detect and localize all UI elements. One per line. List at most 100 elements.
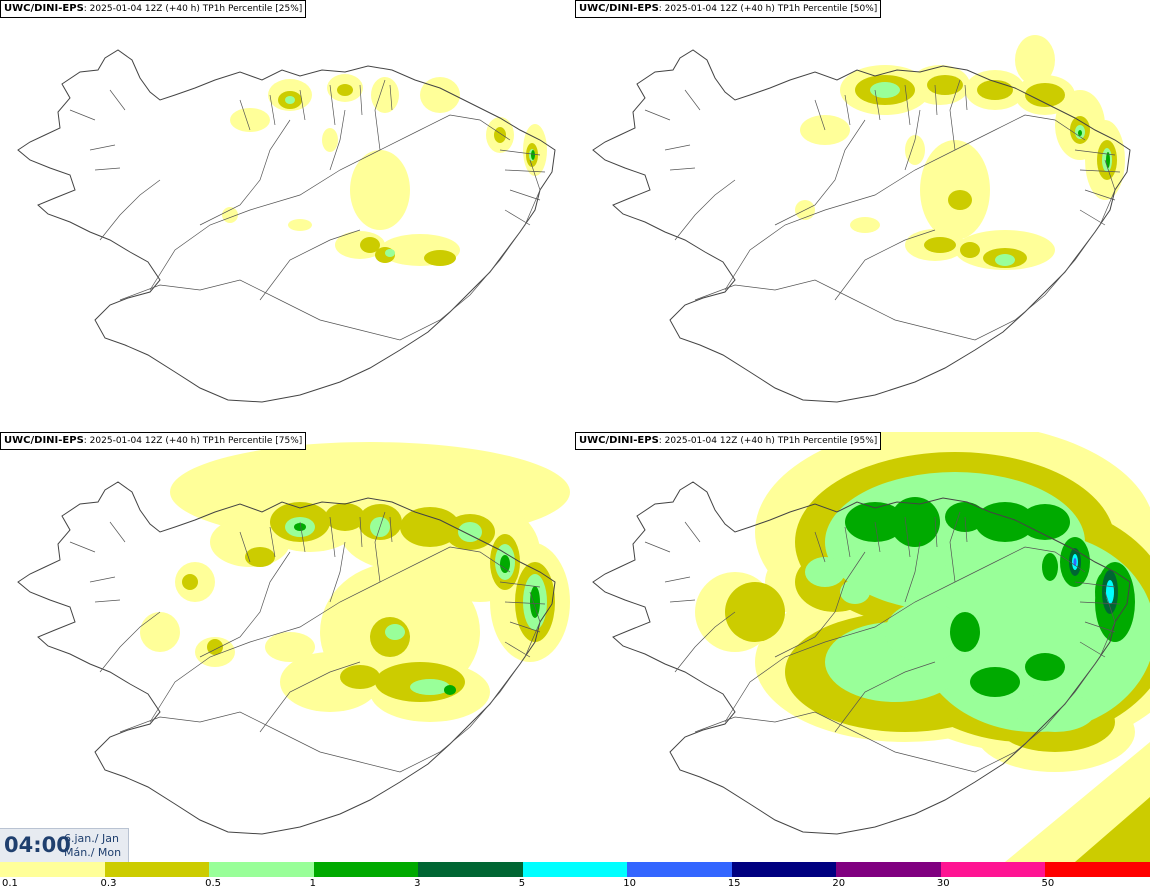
precip-area xyxy=(1106,152,1110,168)
precip-area xyxy=(230,108,270,132)
legend-swatch xyxy=(313,862,420,877)
road-line xyxy=(239,516,393,563)
precip-area xyxy=(222,207,238,223)
legend-swatch xyxy=(0,862,106,877)
panel-title: UWC/DINI-EPS: 2025-01-04 12Z (+40 h) TP1… xyxy=(575,432,882,450)
road-line xyxy=(1074,149,1121,226)
precip-area xyxy=(424,250,456,266)
precip-field xyxy=(222,74,547,266)
valid-time-box: 04:00 6.jan./ Jan Mán./ Mon xyxy=(0,828,129,863)
road-line xyxy=(694,591,1116,773)
legend-tick-label: 50 xyxy=(1041,878,1055,889)
road-line xyxy=(904,541,921,603)
legend-swatch xyxy=(209,862,315,877)
road-line xyxy=(949,79,961,151)
precip-area xyxy=(140,612,180,652)
precip-area xyxy=(1015,35,1055,85)
precip-area xyxy=(995,254,1015,266)
road-line xyxy=(199,551,291,658)
road-line xyxy=(99,179,161,241)
precip-area xyxy=(410,679,450,695)
legend-tick-label: 3 xyxy=(414,878,421,889)
legend-swatch xyxy=(627,862,733,877)
model-name: UWC/DINI-EPS xyxy=(579,3,659,14)
precip-area xyxy=(960,242,980,258)
road-line xyxy=(644,521,701,603)
road-line xyxy=(499,581,546,658)
precip-area xyxy=(1015,692,1095,732)
run-time: 2025-01-04 12Z (+40 h) xyxy=(664,436,775,446)
road-line xyxy=(644,89,701,171)
iceland-map-p25 xyxy=(17,49,556,403)
road-line xyxy=(69,89,126,171)
precip-area xyxy=(870,82,900,98)
road-line xyxy=(149,546,511,723)
precip-area xyxy=(840,580,870,604)
road-line xyxy=(774,119,866,226)
valid-weekday: Mán./ Mon xyxy=(64,846,122,859)
run-time: 2025-01-04 12Z (+40 h) xyxy=(89,436,200,446)
map-panel-p50: UWC/DINI-EPS: 2025-01-04 12Z (+40 h) TP1… xyxy=(575,0,1150,430)
field-label: TP1h Percentile [25%] xyxy=(202,4,303,14)
precip-field xyxy=(695,432,1150,862)
precip-area xyxy=(245,547,275,567)
legend-tick-label: 30 xyxy=(936,878,950,889)
precip-area xyxy=(385,624,405,640)
precip-area xyxy=(924,237,956,253)
precip-area xyxy=(905,135,925,165)
precip-area xyxy=(805,557,845,587)
legend-tick-label: 0.1 xyxy=(2,878,18,889)
precip-area xyxy=(265,632,315,662)
road-line xyxy=(259,661,361,733)
model-name: UWC/DINI-EPS xyxy=(4,3,84,14)
road-line xyxy=(99,611,161,673)
legend-swatch xyxy=(836,862,942,877)
precip-area xyxy=(920,140,990,240)
legend-tick-label: 0.5 xyxy=(205,878,221,889)
color-legend: 0.1 0.3 0.5 1 3 5 10 15 20 30 50 xyxy=(0,862,1150,891)
precip-area xyxy=(1020,504,1070,540)
legend-swatch xyxy=(418,862,524,877)
iceland-map-p50 xyxy=(592,35,1131,403)
precip-area xyxy=(1025,83,1065,107)
road-line xyxy=(239,84,393,131)
road-line xyxy=(904,109,921,171)
precip-field xyxy=(795,35,1125,270)
legend-tick-label: 15 xyxy=(727,878,741,889)
map-panel-p25: UWC/DINI-EPS: 2025-01-04 12Z (+40 h) TP1… xyxy=(0,0,575,430)
road-line xyxy=(499,149,546,226)
legend-swatch xyxy=(940,862,1047,877)
legend-swatch xyxy=(1045,862,1150,877)
precip-area xyxy=(350,150,410,230)
precip-area xyxy=(927,75,963,95)
legend-tick-label: 5 xyxy=(518,878,526,889)
panel-title: UWC/DINI-EPS: 2025-01-04 12Z (+40 h) TP1… xyxy=(0,432,307,450)
map-panel-p95: UWC/DINI-EPS: 2025-01-04 12Z (+40 h) TP1… xyxy=(575,432,1150,862)
model-name: UWC/DINI-EPS xyxy=(4,435,84,446)
precip-area xyxy=(337,84,353,96)
valid-time: 04:00 xyxy=(4,833,71,857)
precip-area xyxy=(322,128,338,152)
road-line xyxy=(259,229,361,301)
legend-tick-label: 1 xyxy=(309,878,316,889)
precip-area xyxy=(1078,130,1082,136)
precip-area xyxy=(850,217,880,233)
precip-area xyxy=(340,665,380,689)
legend-tick-label: 20 xyxy=(832,878,846,889)
road-line xyxy=(724,546,1086,723)
precip-area xyxy=(294,523,306,531)
road-line xyxy=(374,79,386,151)
precip-area xyxy=(950,612,980,652)
road-line xyxy=(674,179,736,241)
field-label: TP1h Percentile [95%] xyxy=(777,436,878,446)
legend-swatch xyxy=(104,862,211,877)
run-time: 2025-01-04 12Z (+40 h) xyxy=(89,4,200,14)
road-line xyxy=(949,511,961,583)
precip-area xyxy=(385,249,395,257)
legend-swatch xyxy=(522,862,629,877)
precip-area xyxy=(725,582,785,642)
road-line xyxy=(674,611,736,673)
precip-area xyxy=(948,190,972,210)
model-name: UWC/DINI-EPS xyxy=(579,435,659,446)
road-line xyxy=(724,114,1086,291)
